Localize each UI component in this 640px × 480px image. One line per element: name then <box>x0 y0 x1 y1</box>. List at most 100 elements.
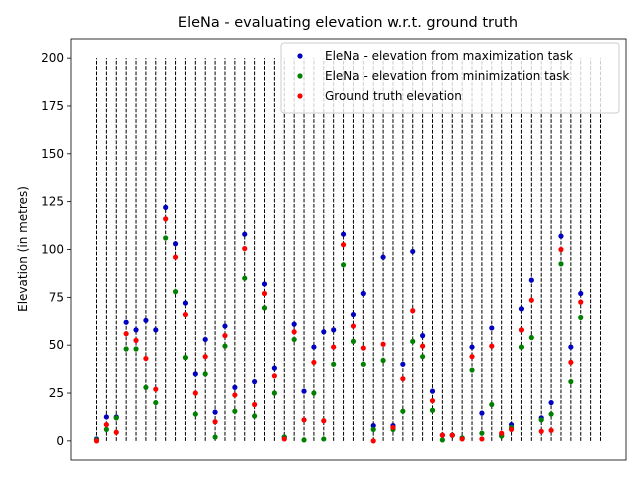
point-max <box>252 378 258 385</box>
point-min <box>568 378 574 385</box>
point-truth <box>212 419 218 425</box>
legend-marker-truth <box>297 93 303 99</box>
point-min <box>321 436 327 442</box>
point-truth <box>350 323 357 329</box>
point-truth <box>311 359 317 366</box>
point-min <box>192 411 198 417</box>
point-min <box>479 430 485 436</box>
point-truth <box>508 426 515 432</box>
point-truth <box>429 398 436 404</box>
legend[interactable]: EleNa - elevation from maximization task… <box>280 42 620 114</box>
point-min <box>538 417 544 423</box>
point-truth <box>331 344 337 350</box>
point-max <box>548 399 554 406</box>
point-min <box>548 411 554 417</box>
point-max <box>489 325 495 331</box>
point-max <box>103 414 109 420</box>
point-max <box>232 384 238 390</box>
point-max <box>340 231 347 237</box>
y-tick-label: 200 <box>41 51 64 65</box>
point-max <box>311 344 317 350</box>
point-truth <box>202 354 208 360</box>
point-max <box>331 327 337 333</box>
point-min <box>163 235 169 241</box>
point-min <box>113 415 119 421</box>
point-min <box>410 338 416 344</box>
point-truth <box>489 343 495 349</box>
point-max <box>202 336 208 343</box>
y-tick-label: 25 <box>49 386 64 400</box>
point-truth <box>182 311 189 318</box>
point-truth <box>578 299 584 305</box>
y-tick-label: 175 <box>41 99 64 113</box>
point-truth <box>321 418 327 424</box>
point-min <box>202 371 208 377</box>
point-max <box>123 319 129 325</box>
point-min <box>578 314 584 321</box>
point-max <box>429 388 436 394</box>
point-max <box>469 344 475 350</box>
legend-marker-max <box>297 53 303 59</box>
y-tick-label: 100 <box>41 243 64 257</box>
chart-title: EleNa - evaluating elevation w.r.t. grou… <box>178 15 518 31</box>
point-min <box>429 407 436 413</box>
point-truth <box>518 327 525 333</box>
point-max <box>163 204 169 210</box>
point-min <box>291 336 297 343</box>
point-truth <box>370 438 376 444</box>
point-max <box>420 333 426 339</box>
point-max <box>568 344 574 350</box>
y-tick-label: 0 <box>56 434 64 448</box>
point-truth <box>548 427 554 433</box>
point-max <box>153 327 159 333</box>
point-max <box>321 329 327 335</box>
point-truth <box>93 438 100 444</box>
y-tick-label: 150 <box>41 147 64 161</box>
point-min <box>469 367 475 373</box>
point-min <box>301 437 307 443</box>
point-truth <box>103 421 109 428</box>
point-truth <box>400 376 406 382</box>
point-min <box>331 361 337 367</box>
point-max <box>143 317 149 323</box>
point-max <box>528 277 534 283</box>
point-truth <box>420 343 426 349</box>
point-max <box>172 241 179 247</box>
point-min <box>340 262 347 268</box>
point-min <box>311 390 317 396</box>
point-min <box>212 434 218 440</box>
legend-label-min: EleNa - elevation from minimization task <box>325 69 569 83</box>
legend-marker-min <box>297 73 303 79</box>
point-min <box>350 338 357 344</box>
point-min <box>153 399 159 406</box>
legend-box <box>280 42 620 114</box>
legend-label-truth: Ground truth elevation <box>325 89 462 103</box>
y-axis: 0 25 50 75 100 125 150 175 200 <box>41 51 71 448</box>
point-max <box>518 306 525 312</box>
point-truth <box>123 331 129 337</box>
y-axis-label: Elevation (in metres) <box>16 186 30 312</box>
point-max <box>578 290 584 297</box>
point-min <box>143 384 149 390</box>
point-max <box>261 281 268 287</box>
point-min <box>518 344 525 350</box>
point-truth <box>291 329 297 335</box>
point-truth <box>439 432 445 438</box>
point-min <box>439 437 445 443</box>
point-max <box>380 254 386 260</box>
point-max <box>400 361 406 367</box>
point-min <box>261 305 268 311</box>
point-truth <box>449 432 455 438</box>
data-points <box>93 204 584 444</box>
point-truth <box>459 436 465 442</box>
y-tick-label: 125 <box>41 195 64 209</box>
y-tick-label: 50 <box>49 338 64 352</box>
point-truth <box>232 392 238 398</box>
point-truth <box>281 436 287 442</box>
point-max <box>479 410 485 416</box>
point-max <box>212 409 218 415</box>
point-truth <box>261 290 268 297</box>
point-min <box>360 361 366 367</box>
point-min <box>232 408 238 414</box>
